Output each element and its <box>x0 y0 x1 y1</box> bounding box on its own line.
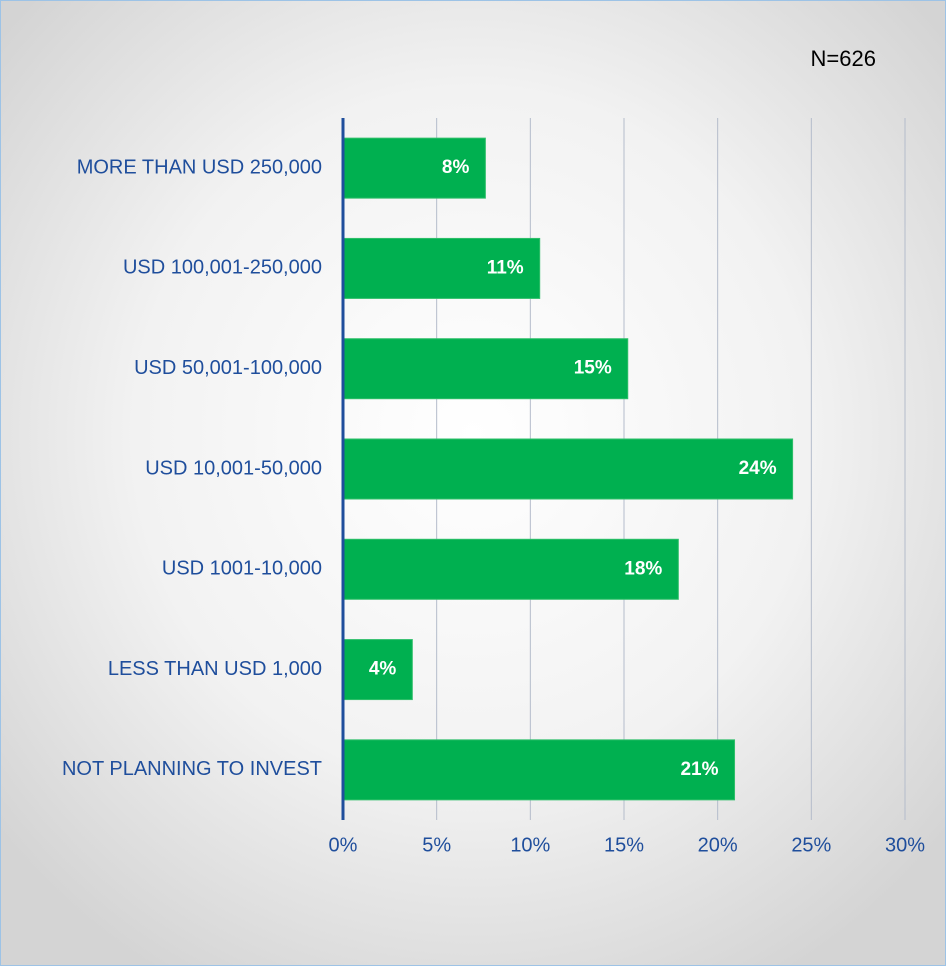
data-label: 11% <box>487 257 524 278</box>
data-label: 15% <box>574 358 612 379</box>
y-tick-label: LESS THAN USD 1,000 <box>108 658 322 680</box>
x-tick-label: 10% <box>510 834 550 856</box>
y-tick-label: USD 100,001-250,000 <box>123 257 322 279</box>
x-tick-label: 30% <box>885 834 925 856</box>
data-label: 24% <box>739 458 777 479</box>
data-label: 4% <box>369 659 397 680</box>
bar <box>342 338 629 400</box>
x-tick-label: 15% <box>604 834 644 856</box>
y-tick-label: NOT PLANNING TO INVEST <box>62 758 322 780</box>
y-tick-label: MORE THAN USD 250,000 <box>77 156 322 178</box>
x-tick-label: 0% <box>329 834 358 856</box>
bar <box>342 739 736 801</box>
bar <box>342 237 541 299</box>
y-tick-label: USD 1001-10,000 <box>162 558 322 580</box>
x-tick-label: 20% <box>698 834 738 856</box>
x-tick-label: 5% <box>422 834 451 856</box>
data-label: 18% <box>624 558 662 579</box>
bar <box>342 438 794 500</box>
data-label: 21% <box>680 759 718 780</box>
data-label: 8% <box>442 157 470 178</box>
y-tick-label: USD 50,001-100,000 <box>134 357 322 379</box>
x-tick-label: 25% <box>791 834 831 856</box>
annotation: N=626 <box>811 46 876 71</box>
y-tick-label: USD 10,001-50,000 <box>145 457 322 479</box>
bar <box>342 538 679 600</box>
bar <box>342 639 413 701</box>
